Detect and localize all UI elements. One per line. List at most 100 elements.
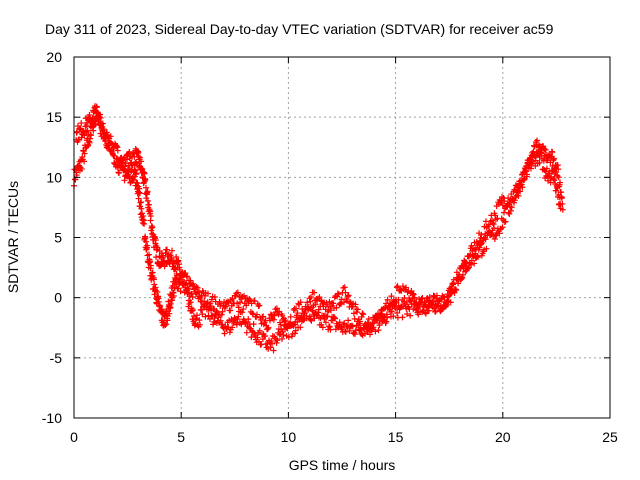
data-point [300, 314, 307, 321]
data-point [242, 320, 249, 327]
data-point [84, 127, 91, 134]
data-point [155, 298, 162, 305]
data-point [154, 289, 161, 296]
data-point [352, 301, 359, 308]
data-point [515, 192, 522, 199]
data-point [540, 143, 547, 150]
x-tick-label: 20 [495, 429, 511, 445]
data-point [197, 321, 204, 328]
data-point [376, 320, 383, 327]
data-point [167, 300, 174, 307]
data-point [185, 303, 192, 310]
y-tick-label: 15 [46, 109, 62, 125]
data-point [184, 289, 191, 296]
data-point [369, 326, 376, 333]
data-point [352, 331, 359, 338]
data-point [254, 334, 261, 341]
data-point [307, 298, 314, 305]
data-point [219, 321, 226, 328]
data-point [148, 223, 155, 230]
data-point [529, 149, 536, 156]
data-point [471, 260, 478, 267]
data-point [376, 311, 383, 318]
data-point [265, 324, 272, 331]
data-point [383, 311, 390, 318]
x-tick-label: 25 [602, 429, 618, 445]
data-point [96, 113, 103, 120]
data-point [147, 208, 154, 215]
data-point [345, 317, 352, 324]
data-point [316, 294, 323, 301]
data-point [195, 288, 202, 295]
data-point [135, 195, 142, 202]
data-point [514, 182, 521, 189]
data-point [409, 290, 416, 297]
data-point [270, 316, 277, 323]
data-point [202, 313, 209, 320]
data-point [535, 141, 542, 148]
data-point [356, 327, 363, 334]
data-point [337, 300, 344, 307]
data-point [151, 281, 158, 288]
data-point [551, 177, 558, 184]
data-point [242, 319, 249, 326]
data-point [430, 292, 437, 299]
data-point [415, 311, 422, 318]
data-point [326, 323, 333, 330]
data-point [251, 298, 258, 305]
data-point [189, 281, 196, 288]
data-point [287, 313, 294, 320]
data-point [321, 312, 328, 319]
data-point [114, 164, 121, 171]
data-point [348, 304, 355, 311]
data-point [478, 231, 485, 238]
data-point [144, 197, 151, 204]
data-point [142, 176, 149, 183]
data-point [530, 148, 537, 155]
data-point [394, 283, 401, 290]
data-point [97, 122, 104, 129]
data-point [163, 246, 170, 253]
data-point [354, 306, 361, 313]
data-point [207, 302, 214, 309]
data-point [550, 175, 557, 182]
data-point [278, 335, 285, 342]
data-point [198, 306, 205, 313]
data-point [108, 139, 115, 146]
data-point [137, 199, 144, 206]
data-point [540, 155, 547, 162]
data-point [462, 259, 469, 266]
data-point [538, 150, 545, 157]
data-point [256, 327, 263, 334]
grid-lines [74, 57, 610, 418]
data-point [208, 296, 215, 303]
data-point [194, 284, 201, 291]
data-point [193, 284, 200, 291]
data-point [256, 302, 263, 309]
data-point [243, 329, 250, 336]
data-point [523, 168, 530, 175]
y-tick-label: 10 [46, 169, 62, 185]
data-point [138, 199, 145, 206]
data-point [426, 294, 433, 301]
data-point [294, 310, 301, 317]
data-point [132, 167, 139, 174]
y-tick-label: 0 [54, 290, 62, 306]
data-point [556, 194, 563, 201]
data-point [367, 331, 374, 338]
data-point [556, 201, 563, 208]
data-point [370, 319, 377, 326]
data-point [549, 149, 556, 156]
data-point [204, 299, 211, 306]
x-tick-label: 10 [281, 429, 297, 445]
data-point [339, 324, 345, 331]
data-point [422, 310, 429, 317]
data-point [367, 321, 374, 328]
data-point [318, 297, 325, 304]
y-tick-label: 5 [54, 230, 62, 246]
data-point [388, 293, 395, 300]
data-point [109, 151, 116, 158]
data-point [169, 247, 176, 254]
data-point [128, 162, 135, 169]
data-point [303, 312, 310, 319]
